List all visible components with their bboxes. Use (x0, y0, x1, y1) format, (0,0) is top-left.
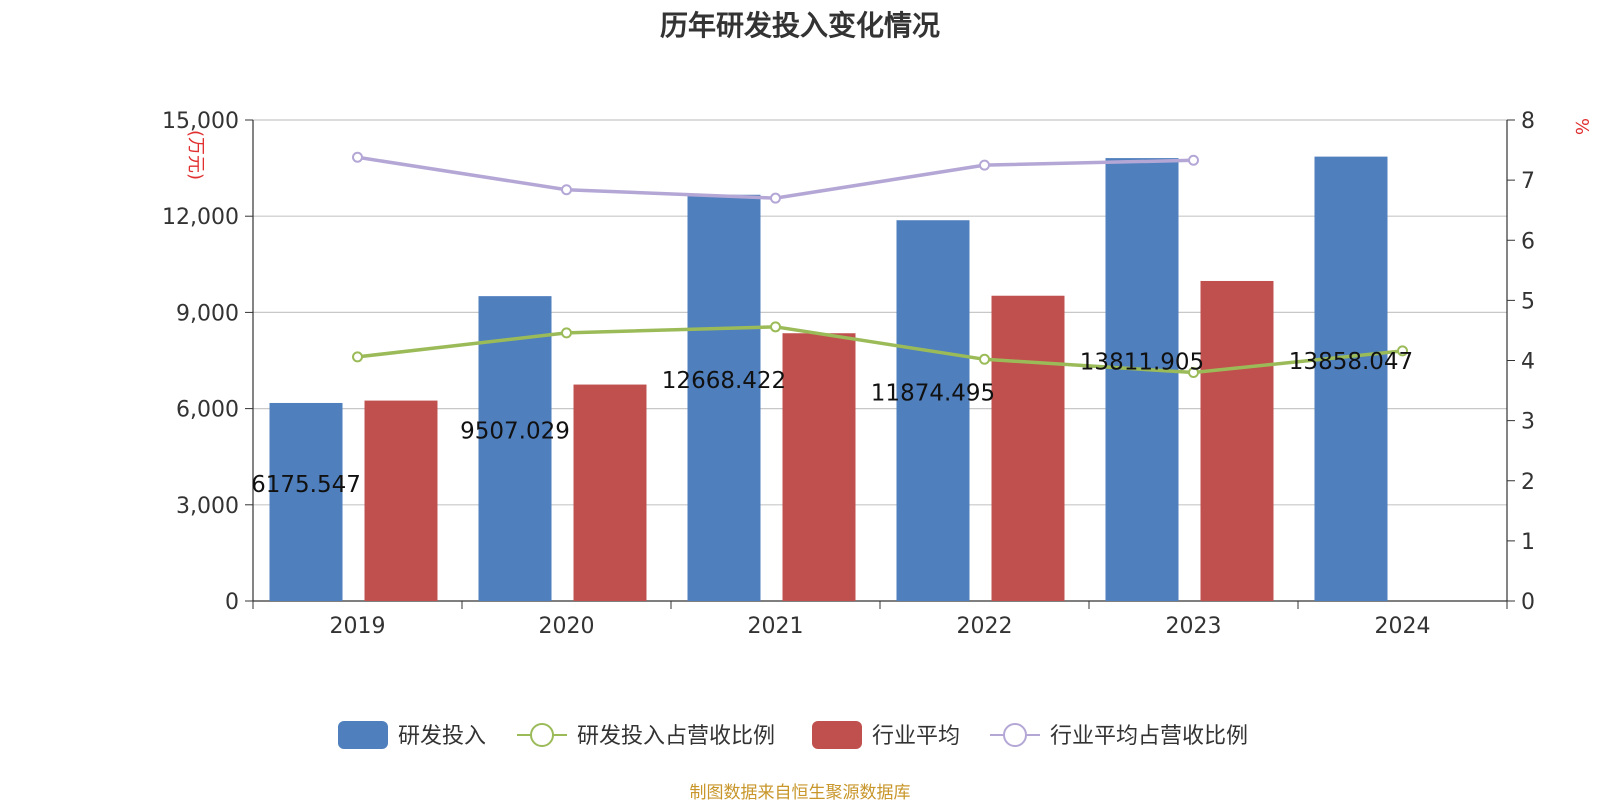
y-left-tick-label: 9,000 (176, 301, 239, 326)
industry-average-bar (991, 295, 1065, 601)
y-left-unit-label: (万元) (185, 130, 206, 180)
industry-ratio-line-point (979, 159, 990, 171)
y-right-tick-label: 2 (1521, 470, 1535, 495)
data-labels: 6175.547 9507.029 12668.422 11874.495 13811.… (251, 349, 1413, 498)
industry-ratio-line-point (770, 192, 781, 204)
bar-series (269, 156, 1388, 601)
rd-investment-bar (1105, 158, 1179, 601)
x-tick-label: 2021 (748, 614, 804, 639)
source-note: 制图数据来自恒生聚源数据库 (689, 783, 911, 803)
rd-investment-value-label: 9507.029 (460, 419, 570, 445)
y-left-tick-label: 3,000 (176, 494, 239, 519)
y-right-tick-label: 7 (1521, 169, 1535, 194)
rd-investment-bar (478, 296, 552, 601)
legend-label: 行业平均占营收比例 (1050, 724, 1248, 749)
chart-title: 历年研发投入变化情况 (659, 9, 940, 42)
y-left-tick-label: 12,000 (162, 205, 239, 230)
rd-ratio-line-point (770, 321, 781, 333)
rd-ratio-line-point (352, 351, 363, 363)
rd-ratio-line-point (1397, 345, 1408, 357)
y-right-tick-label: 1 (1521, 530, 1535, 555)
rd-ratio-line-point (561, 327, 572, 339)
legend-swatch-bar (812, 721, 862, 749)
rd-investment-value-label: 13811.905 (1080, 350, 1204, 376)
y-right-tick-label: 4 (1521, 350, 1535, 375)
y-right-tick-label: 6 (1521, 229, 1535, 254)
legend-label: 研发投入占营收比例 (577, 724, 775, 749)
axes: 0 3,000 6,000 9,000 12,000 15,000 0 1 2 3 4 5 6 7 8 (万元… (162, 109, 1592, 639)
industry-average-bar (1200, 280, 1274, 601)
legend-label: 行业平均 (872, 724, 960, 749)
rd-investment-value-label: 11874.495 (871, 381, 995, 407)
x-tick-label: 2023 (1166, 614, 1222, 639)
y-right-unit-label: % (1571, 118, 1592, 135)
rd-investment-bar (687, 194, 761, 601)
legend-label: 研发投入 (398, 724, 486, 749)
industry-average-bar (573, 384, 647, 601)
y-right-tick-label: 8 (1521, 109, 1535, 134)
industry-ratio-line (357, 155, 1194, 200)
y-left-tick-label: 0 (225, 590, 239, 615)
rd-investment-value-label: 13858.047 (1289, 349, 1413, 375)
industry-ratio-line-point (1188, 154, 1199, 166)
y-left-tick-label: 15,000 (162, 109, 239, 134)
y-right-tick-label: 0 (1521, 590, 1535, 615)
legend-swatch-marker (1003, 723, 1027, 747)
rd-investment-value-label: 6175.547 (251, 472, 361, 498)
x-tick-label: 2020 (539, 614, 595, 639)
industry-average-bar (364, 400, 438, 601)
industry-average-bar (782, 333, 856, 601)
line-series (352, 151, 1408, 379)
y-right-tick-label: 3 (1521, 410, 1535, 435)
legend: 研发投入 研发投入占营收比例 行业平均 行业平均占营收比例 (338, 721, 1248, 749)
x-tick-label: 2022 (957, 614, 1013, 639)
rd-investment-value-label: 12668.422 (662, 368, 786, 394)
industry-ratio-line-point (352, 151, 363, 163)
y-right-tick-label: 5 (1521, 289, 1535, 314)
rd-investment-bar (269, 402, 343, 601)
legend-swatch-bar (338, 721, 388, 749)
rd-ratio-line-point (979, 353, 990, 365)
x-tick-label: 2024 (1375, 614, 1431, 639)
x-tick-label: 2019 (330, 614, 386, 639)
rd-ratio-line (357, 325, 1403, 375)
rd-ratio-line-point (1188, 367, 1199, 379)
legend-swatch-marker (530, 723, 554, 747)
gridlines (253, 119, 1507, 506)
rd-investment-bar (896, 220, 970, 601)
rd-investment-bar (1314, 156, 1388, 601)
industry-ratio-line-point (561, 184, 572, 196)
y-left-tick-label: 6,000 (176, 398, 239, 423)
